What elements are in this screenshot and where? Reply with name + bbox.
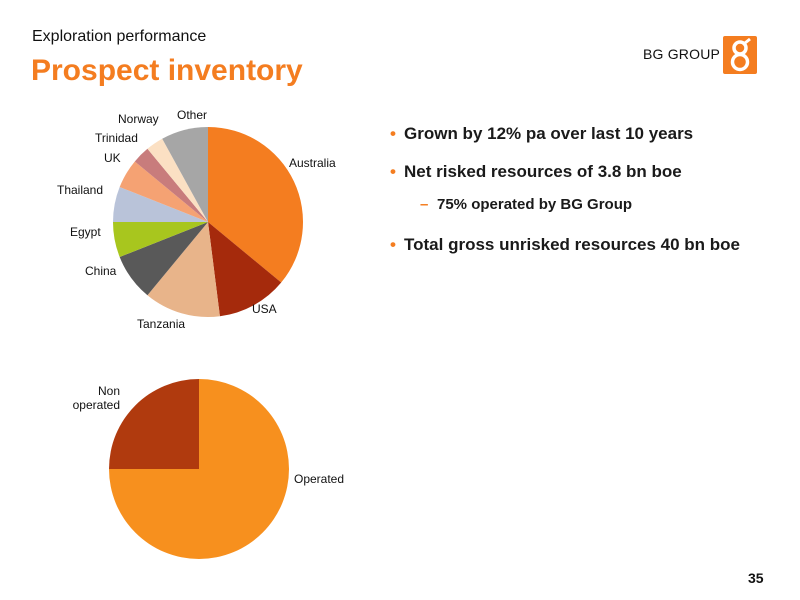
pie-label-australia: Australia xyxy=(289,156,336,170)
bullet-item: • Total gross unrisked resources 40 bn bo… xyxy=(390,235,790,255)
bullet-item: • Grown by 12% pa over last 10 years xyxy=(390,124,790,144)
bullet-dot-icon: • xyxy=(390,124,396,143)
bullet-item: • Net risked resources of 3.8 bn boe xyxy=(390,162,790,182)
bullet-text: Total gross unrisked resources 40 bn boe xyxy=(404,235,741,254)
pie-label-tanzania: Tanzania xyxy=(137,317,185,331)
pie-slice-usa xyxy=(208,222,282,317)
pie-label-operated: Operated xyxy=(294,472,344,486)
page-title: Prospect inventory xyxy=(31,54,303,87)
pie-label-norway: Norway xyxy=(118,112,159,126)
section-subtitle: Exploration performance xyxy=(32,28,207,45)
pie-slice-non-operated xyxy=(109,379,199,469)
pie-slice-china xyxy=(119,222,208,296)
pie-label-other: Other xyxy=(177,108,207,122)
bg-logo-icon xyxy=(723,36,757,74)
sub-bullet-item: –75% operated by BG Group xyxy=(390,196,790,213)
pie-slice-egypt xyxy=(113,222,208,257)
bullet-dot-icon: • xyxy=(390,162,396,181)
pie-slice-tanzania xyxy=(147,222,220,318)
pie-slice-norway xyxy=(147,138,208,222)
pie-label-china: China xyxy=(85,264,117,278)
pie-slice-other xyxy=(162,127,208,222)
brand-name: BG GROUP xyxy=(643,46,721,62)
pie-slice-trinidad xyxy=(134,148,208,222)
sub-bullet-text: 75% operated by BG Group xyxy=(437,196,633,213)
bullet-dot-icon: • xyxy=(390,235,396,254)
pie-slice-australia xyxy=(208,127,304,283)
pie-label-non-operated: Non operated xyxy=(73,384,120,412)
pie-slice-thailand xyxy=(113,187,208,222)
pie-label-trinidad: Trinidad xyxy=(95,131,138,145)
pie-label-egypt: Egypt xyxy=(70,225,101,239)
pie-label-thailand: Thailand xyxy=(57,183,103,197)
page-number: 35 xyxy=(748,570,764,586)
bullet-list: • Grown by 12% pa over last 10 years • Net… xyxy=(390,124,790,273)
bullet-text: Net risked resources of 3.8 bn boe xyxy=(404,162,682,181)
pie-label-uk: UK xyxy=(104,151,121,165)
dash-icon: – xyxy=(420,196,429,213)
pie-slice-uk xyxy=(119,161,208,222)
pie-label-usa: USA xyxy=(252,302,277,316)
bullet-text: Grown by 12% pa over last 10 years xyxy=(404,124,694,143)
